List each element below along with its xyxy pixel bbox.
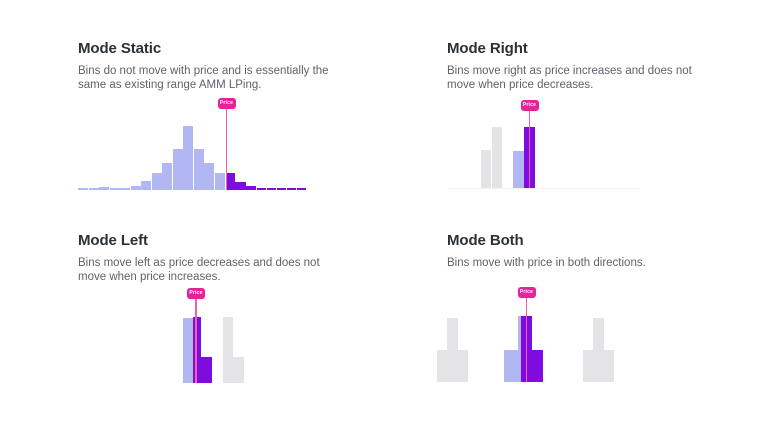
bin-bar-gray bbox=[447, 318, 458, 382]
bin-bar-lavender bbox=[204, 163, 214, 190]
mode-static-title: Mode Static bbox=[78, 40, 162, 57]
bin-bar-gray bbox=[233, 357, 244, 383]
price-line bbox=[528, 111, 531, 188]
price-tag: Price bbox=[520, 100, 539, 111]
bin-bar-lavender bbox=[141, 181, 151, 190]
bin-bar-gray bbox=[480, 150, 491, 188]
bin-bar-purple bbox=[201, 357, 212, 383]
mode-left-title: Mode Left bbox=[78, 232, 148, 249]
bin-bar-purple bbox=[256, 188, 266, 190]
price-tag: Price bbox=[217, 98, 236, 109]
price-tag: Price bbox=[187, 288, 205, 299]
bin-bar-gray bbox=[582, 350, 593, 382]
bin-bar-lavender bbox=[172, 149, 183, 190]
price-line bbox=[225, 109, 228, 190]
section-mode-static: Mode Static Bins do not move with price … bbox=[78, 40, 388, 92]
bin-bar-purple bbox=[286, 188, 296, 190]
bin-bar-gray bbox=[603, 350, 614, 382]
mode-both-description: Bins move with price in both directions. bbox=[447, 257, 646, 269]
section-mode-both: Mode Both Bins move with price in both d… bbox=[447, 232, 757, 270]
section-mode-left: Mode Left Bins move left as price decrea… bbox=[78, 232, 388, 284]
bin-bar-purple bbox=[225, 173, 235, 190]
bin-bar-purple bbox=[266, 188, 276, 190]
bin-bar-lavender bbox=[214, 173, 225, 190]
bin-bar-purple bbox=[246, 186, 256, 190]
price-tag: Price bbox=[517, 287, 536, 298]
bin-bar-lavender bbox=[120, 188, 130, 190]
bin-bar-lavender bbox=[99, 187, 109, 190]
bin-bar-lavender bbox=[517, 316, 521, 382]
bin-bar-lavender bbox=[193, 149, 204, 190]
mode-right-title: Mode Right bbox=[447, 40, 528, 57]
chart-baseline bbox=[447, 187, 640, 189]
bin-bar-purple bbox=[276, 188, 286, 190]
mode-left-description: Bins move left as price decreases and do… bbox=[78, 257, 320, 283]
price-line bbox=[195, 299, 197, 383]
bin-bar-lavender bbox=[504, 350, 521, 382]
bin-bar-lavender bbox=[513, 151, 524, 188]
section-mode-right: Mode Right Bins move right as price incr… bbox=[447, 40, 757, 92]
bin-bar-lavender bbox=[88, 187, 99, 190]
bin-bar-gray bbox=[491, 127, 502, 188]
bin-bar-lavender bbox=[78, 188, 88, 190]
mode-static-description: Bins do not move with price and is essen… bbox=[78, 65, 329, 91]
price-line bbox=[525, 298, 528, 382]
bin-bar-gray bbox=[436, 350, 447, 382]
bin-bar-purple bbox=[296, 188, 306, 190]
bin-bar-purple bbox=[235, 182, 246, 190]
bin-bar-lavender bbox=[130, 186, 141, 190]
bin-bar-lavender bbox=[151, 173, 162, 190]
bin-bar-gray bbox=[457, 350, 468, 382]
bin-bar-purple bbox=[531, 350, 543, 382]
mode-right-description: Bins move right as price increases and d… bbox=[447, 65, 692, 91]
mode-both-title: Mode Both bbox=[447, 232, 524, 249]
bin-bar-gray bbox=[222, 317, 233, 383]
bin-bar-gray bbox=[593, 318, 604, 382]
bin-bar-lavender bbox=[183, 126, 193, 190]
bin-bar-purple bbox=[192, 317, 201, 383]
bin-bar-lavender bbox=[109, 187, 120, 190]
bin-bar-lavender bbox=[182, 318, 193, 383]
bin-bar-lavender bbox=[162, 163, 172, 190]
